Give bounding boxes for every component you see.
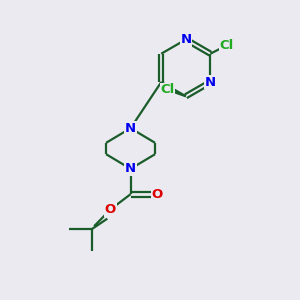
- Text: N: N: [180, 33, 191, 46]
- Text: Cl: Cl: [160, 83, 174, 96]
- Text: N: N: [125, 122, 136, 135]
- Text: N: N: [205, 76, 216, 88]
- Text: O: O: [152, 188, 163, 201]
- Text: O: O: [105, 203, 116, 216]
- Text: N: N: [125, 162, 136, 175]
- Text: Cl: Cl: [220, 39, 234, 52]
